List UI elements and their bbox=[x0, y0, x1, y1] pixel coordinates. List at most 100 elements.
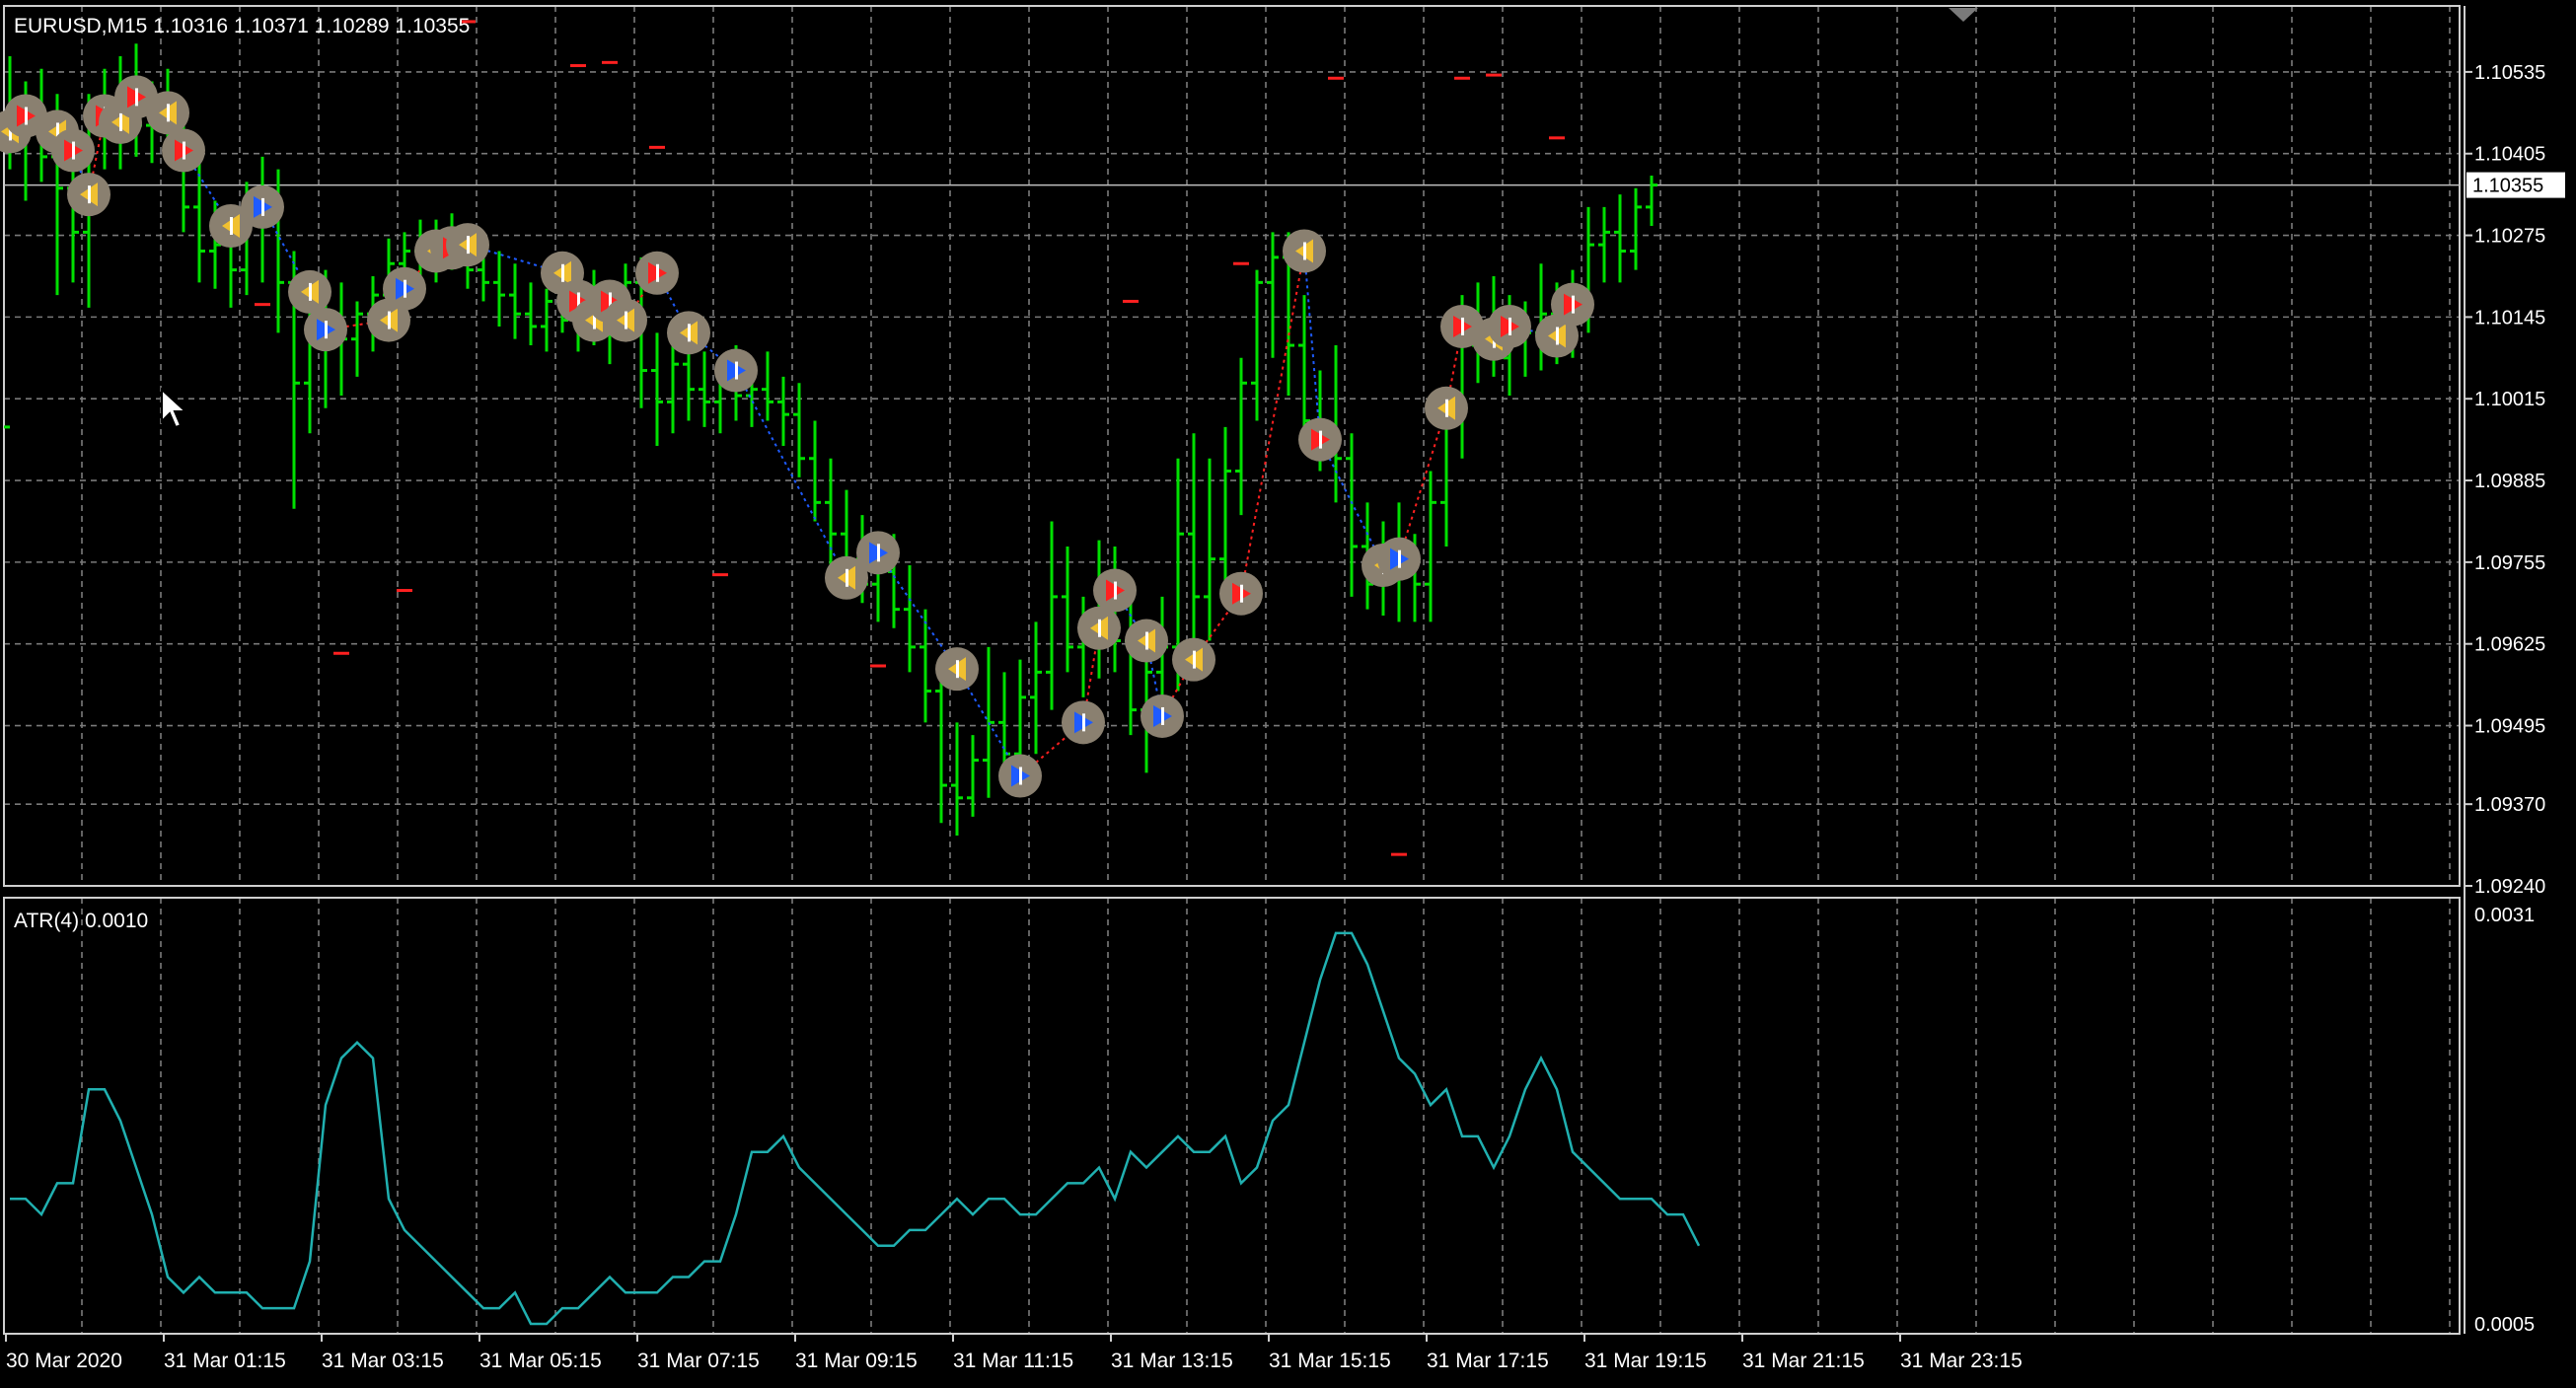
buy-signal-icon bbox=[635, 251, 679, 295]
blue-signal-icon bbox=[304, 308, 347, 352]
atr-line bbox=[10, 931, 1701, 1326]
signal-tick bbox=[88, 185, 91, 204]
grid bbox=[4, 6, 2460, 1334]
signal-tick bbox=[1193, 650, 1196, 669]
time-tick-label: 31 Mar 19:15 bbox=[1584, 1350, 1707, 1372]
signal-tick bbox=[1556, 327, 1559, 345]
signal-tick bbox=[1114, 581, 1117, 600]
axes: 1.10535 1.10405 1.10275 1.10145 1.10015 1.098… bbox=[5, 6, 2565, 1372]
signal-tick bbox=[577, 292, 580, 311]
buy-signal-icon bbox=[162, 128, 205, 173]
buy-signal-icon bbox=[1219, 571, 1263, 616]
price-tick-label: 1.10535 bbox=[2474, 62, 2545, 84]
sell-signal-icon bbox=[446, 223, 489, 267]
main-panel-frame bbox=[3, 5, 2461, 887]
sell-signal-icon bbox=[1172, 637, 1215, 682]
buy-signal-icon bbox=[1298, 417, 1342, 462]
time-tick-label: 31 Mar 01:15 bbox=[164, 1350, 286, 1372]
blue-signal-icon bbox=[856, 531, 900, 575]
signal-tick bbox=[1319, 430, 1322, 449]
price-tick-label: 1.09495 bbox=[2474, 716, 2545, 738]
time-tick-label: 31 Mar 09:15 bbox=[795, 1350, 918, 1372]
signal-tick bbox=[625, 311, 627, 329]
price-tick-label: 1.10405 bbox=[2474, 144, 2545, 166]
blue-signal-icon bbox=[383, 266, 426, 311]
signal-tick bbox=[119, 112, 122, 131]
signal-tick bbox=[467, 236, 470, 255]
signal-tick bbox=[846, 568, 848, 587]
price-tick-label: 1.09625 bbox=[2474, 634, 2545, 656]
time-tick-label: 31 Mar 23:15 bbox=[1900, 1350, 2023, 1372]
signal-tick bbox=[167, 104, 170, 122]
signal-path bbox=[1319, 439, 1384, 566]
signal-tick bbox=[1398, 549, 1401, 568]
blue-signal-icon bbox=[998, 754, 1042, 798]
indicator-label: ATR(4) 0.0010 bbox=[14, 910, 148, 932]
atr-panel-frame bbox=[3, 897, 2461, 1335]
atr-tick-label: 0.0031 bbox=[2474, 905, 2535, 926]
signal-tick bbox=[261, 197, 264, 216]
sell-signal-icon bbox=[935, 647, 979, 692]
price-tick-label: 1.09885 bbox=[2474, 471, 2545, 492]
price-tick-label: 1.09755 bbox=[2474, 552, 2545, 574]
blue-signal-icon bbox=[1141, 694, 1184, 738]
signal-tick bbox=[135, 88, 138, 107]
current-price-label: 1.10355 bbox=[2472, 176, 2543, 197]
shift-marker-icon[interactable] bbox=[1949, 8, 1978, 22]
sell-signal-icon bbox=[146, 91, 189, 135]
symbol-info: EURUSD,M15 1.10316 1.10371 1.10289 1.103… bbox=[14, 15, 470, 37]
signal-tick bbox=[956, 660, 959, 679]
sell-signal-icon bbox=[1125, 619, 1168, 663]
signal-tick bbox=[1082, 713, 1085, 732]
sell-signal-icon bbox=[1283, 229, 1326, 273]
sell-signal-icon bbox=[667, 311, 710, 355]
signal-path bbox=[1398, 407, 1447, 559]
signal-tick bbox=[9, 122, 12, 141]
signal-tick bbox=[56, 122, 59, 141]
sell-signal-icon bbox=[1425, 386, 1468, 430]
signal-tick bbox=[183, 141, 185, 160]
signal-path bbox=[1240, 251, 1305, 594]
time-tick-label: 31 Mar 13:15 bbox=[1111, 1350, 1233, 1372]
time-tick-label: 31 Mar 17:15 bbox=[1427, 1350, 1549, 1372]
sell-signal-icon bbox=[825, 555, 868, 600]
blue-signal-icon bbox=[1062, 700, 1105, 745]
signal-tick bbox=[735, 361, 738, 380]
signal-tick bbox=[25, 107, 28, 125]
time-tick-label: 31 Mar 15:15 bbox=[1269, 1350, 1391, 1372]
price-tick-label: 1.10015 bbox=[2474, 389, 2545, 410]
buy-signal-icon bbox=[1093, 568, 1137, 613]
time-tick-label: 31 Mar 11:15 bbox=[953, 1350, 1073, 1372]
sell-signal-icon bbox=[209, 204, 253, 248]
signal-tick bbox=[1445, 399, 1448, 417]
sell-signal-icon bbox=[1077, 606, 1121, 650]
signal-tick bbox=[1098, 619, 1101, 637]
time-tick-label: 31 Mar 03:15 bbox=[322, 1350, 444, 1372]
signal-tick bbox=[1303, 242, 1306, 260]
price-tick-label: 1.09370 bbox=[2474, 794, 2545, 816]
price-tick-label: 1.09240 bbox=[2474, 876, 2545, 898]
sell-signal-icon bbox=[604, 298, 647, 342]
signal-tick bbox=[1572, 295, 1575, 314]
buy-signal-icon bbox=[51, 128, 95, 173]
sell-signal-icon bbox=[67, 173, 110, 217]
signal-tick bbox=[593, 311, 596, 329]
time-tick-label: 31 Mar 07:15 bbox=[637, 1350, 760, 1372]
time-tick-label: 31 Mar 05:15 bbox=[479, 1350, 602, 1372]
signal-tick bbox=[561, 263, 564, 282]
time-tick-label: 31 Mar 21:15 bbox=[1742, 1350, 1865, 1372]
signal-tick bbox=[309, 282, 312, 301]
price-tick-label: 1.10275 bbox=[2474, 226, 2545, 248]
signal-path bbox=[877, 551, 958, 670]
signal-tick bbox=[656, 263, 659, 282]
signal-tick bbox=[1240, 584, 1243, 603]
buy-signal-icon bbox=[1551, 282, 1594, 327]
signal-tick bbox=[230, 217, 233, 235]
signal-tick bbox=[1145, 631, 1148, 650]
blue-signal-icon bbox=[1377, 537, 1421, 581]
panel-frames bbox=[3, 5, 2461, 1335]
atr-tick-label: 0.0005 bbox=[2474, 1314, 2535, 1336]
signal-tick bbox=[388, 311, 391, 329]
